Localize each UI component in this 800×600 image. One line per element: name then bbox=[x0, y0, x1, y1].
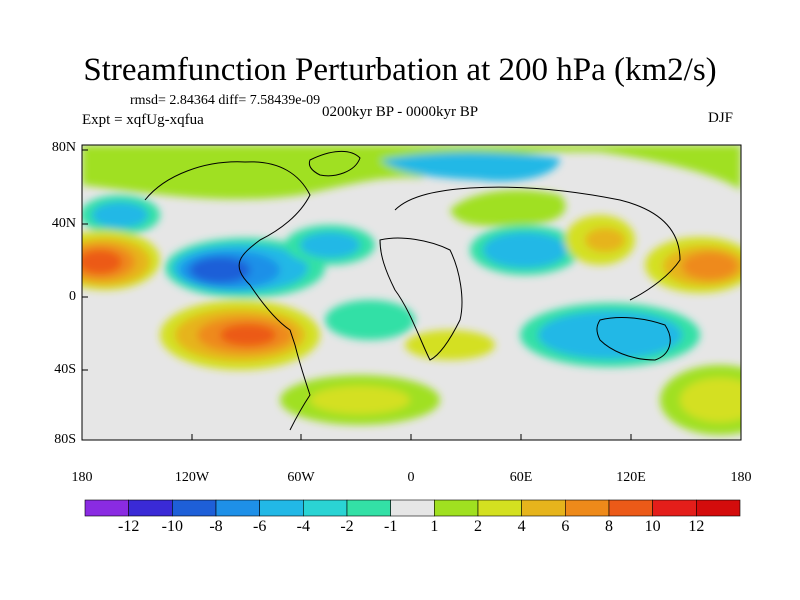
y-tick-label: 40N bbox=[51, 216, 76, 231]
colorbar-swatch bbox=[390, 499, 435, 517]
colorbar-label: -10 bbox=[161, 518, 183, 535]
colorbar-label: -2 bbox=[340, 518, 354, 535]
colorbar-swatch bbox=[565, 499, 610, 517]
colorbar-label: -4 bbox=[296, 518, 310, 535]
colorbar-label: -12 bbox=[117, 518, 140, 535]
colorbar bbox=[84, 499, 741, 517]
colorbar-swatch bbox=[303, 499, 348, 517]
colorbar-swatch bbox=[259, 499, 304, 517]
colorbar-swatch bbox=[434, 499, 479, 517]
colorbar-swatch bbox=[172, 499, 217, 517]
season-label: DJF bbox=[708, 110, 734, 126]
contour-field bbox=[82, 145, 741, 440]
x-tick-label: 180 bbox=[730, 470, 752, 485]
colorbar-swatch bbox=[128, 499, 173, 517]
colorbar-label: 2 bbox=[474, 518, 482, 535]
stats-text: rmsd= 2.84364 diff= 7.58439e-09 bbox=[130, 93, 321, 108]
colorbar-label: -8 bbox=[209, 518, 223, 535]
experiment-label: Expt = xqfUg-xqfua bbox=[82, 112, 204, 128]
y-tick-label: 80S bbox=[54, 432, 76, 447]
australia-coast bbox=[596, 317, 671, 361]
colorbar-label: 8 bbox=[605, 518, 613, 535]
axis-ticks bbox=[81, 149, 742, 441]
period-label: 0200kyr BP - 0000kyr BP bbox=[322, 104, 479, 120]
colorbar-swatch bbox=[652, 499, 697, 517]
colorbar-label: 1 bbox=[430, 518, 439, 535]
colorbar-label: 12 bbox=[688, 518, 705, 535]
colorbar-swatch bbox=[608, 499, 653, 517]
colorbar-swatch bbox=[477, 499, 522, 517]
x-tick-label: 60E bbox=[509, 470, 533, 485]
colorbar-label: 6 bbox=[561, 518, 570, 535]
page-title: Streamfunction Perturbation at 200 hPa (… bbox=[83, 52, 717, 88]
colorbar-label: 4 bbox=[517, 518, 526, 535]
coastlines bbox=[144, 151, 681, 431]
colorbar-swatch bbox=[346, 499, 391, 517]
y-tick-label: 40S bbox=[54, 362, 76, 377]
x-tick-label: 180 bbox=[71, 470, 93, 485]
x-tick-label: 60W bbox=[287, 470, 315, 485]
colorbar-swatch bbox=[521, 499, 566, 517]
colorbar-label: -1 bbox=[383, 518, 398, 535]
greenland-coast bbox=[308, 151, 361, 177]
x-tick-label: 120W bbox=[174, 470, 210, 485]
colorbar-swatch bbox=[84, 499, 129, 517]
africa-coast bbox=[379, 237, 463, 361]
eurasia-coast bbox=[394, 186, 681, 301]
colorbar-swatch bbox=[696, 499, 741, 517]
contour-blobs bbox=[82, 145, 741, 435]
colorbar-label: -6 bbox=[252, 518, 267, 535]
y-tick-label: 80N bbox=[51, 140, 76, 155]
americas-coast bbox=[144, 161, 311, 431]
colorbar-label: 10 bbox=[644, 518, 661, 535]
x-tick-label: 0 bbox=[407, 470, 415, 485]
colorbar-swatch bbox=[215, 499, 260, 517]
x-tick-label: 120E bbox=[616, 470, 646, 485]
y-tick-label: 0 bbox=[69, 289, 76, 304]
